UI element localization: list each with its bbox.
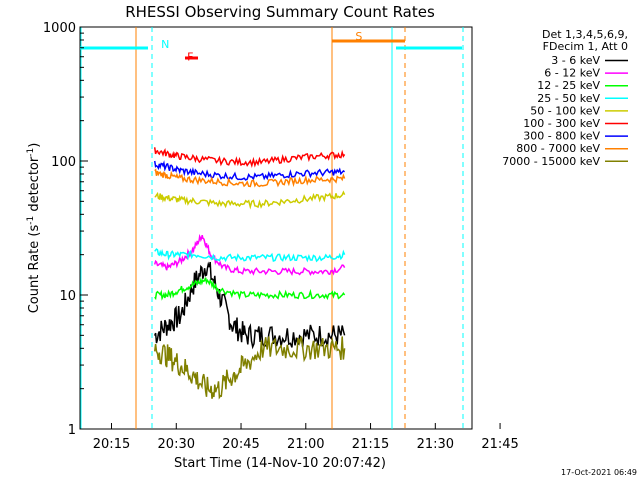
legend: Det 1,3,4,5,6,9,FDecim 1, Att 03 - 6 keV… [502, 28, 628, 168]
x-axis: 20:15 20:30 20:45 21:00 21:15 21:30 21:45 [93, 423, 519, 452]
x-axis-label: Start Time (14-Nov-10 20:07:42) [174, 456, 386, 471]
series-8 [153, 336, 346, 400]
series-line [153, 261, 346, 350]
x-tick-label: 21:30 [417, 437, 454, 452]
legend-label: 50 - 100 keV [530, 104, 600, 117]
x-tick-label: 21:15 [352, 437, 389, 452]
y-axis-label: Count Rate (s-1 detector-1) [26, 143, 42, 314]
annotation-s: S [355, 30, 362, 43]
legend-label: 7000 - 15000 keV [502, 155, 600, 168]
y-tick-label: 10 [59, 289, 76, 304]
series-5 [153, 147, 346, 168]
x-tick-label: 20:30 [158, 437, 195, 452]
x-tick-label: 20:45 [222, 437, 259, 452]
series-3 [154, 248, 346, 263]
legend-header: FDecim 1, Att 0 [543, 40, 628, 53]
legend-label: 300 - 800 keV [523, 130, 600, 143]
series-2 [154, 276, 346, 301]
series-line [153, 160, 346, 181]
series-0 [153, 261, 346, 350]
footer-timestamp: 17-Oct-2021 06:49 [561, 468, 637, 477]
legend-label: 3 - 6 keV [551, 54, 600, 67]
x-tick-label: 21:00 [287, 437, 324, 452]
series-7 [154, 168, 346, 188]
series-line [153, 233, 346, 277]
legend-label: 800 - 7000 keV [516, 142, 600, 155]
series-4 [154, 190, 346, 210]
series-line [153, 147, 346, 168]
annotation-f: F [187, 51, 193, 64]
plot-area [79, 26, 473, 430]
chart-title: RHESSI Observing Summary Count Rates [125, 3, 435, 21]
series-line [153, 336, 346, 400]
series-line [154, 248, 346, 263]
series-line [154, 190, 346, 210]
x-tick-label: 21:45 [481, 437, 518, 452]
legend-label: 12 - 25 keV [537, 79, 600, 92]
series-layer [153, 147, 346, 400]
annotation-n: N [161, 38, 169, 51]
y-tick-label: 1000 [43, 21, 76, 36]
legend-label: 25 - 50 keV [537, 92, 600, 105]
observing-intervals [80, 27, 464, 429]
y-tick-label: 100 [51, 155, 76, 170]
annotation-layer: N F S [161, 30, 362, 64]
series-line [154, 276, 346, 301]
x-tick-label: 20:15 [93, 437, 130, 452]
y-axis: 1 10 100 1000 [43, 21, 88, 438]
legend-label: 100 - 300 keV [523, 117, 600, 130]
series-1 [153, 233, 346, 277]
series-line [154, 168, 346, 188]
legend-header: Det 1,3,4,5,6,9, [542, 28, 628, 41]
series-6 [153, 160, 346, 181]
legend-label: 6 - 12 keV [544, 67, 600, 80]
y-tick-label: 1 [68, 423, 76, 438]
